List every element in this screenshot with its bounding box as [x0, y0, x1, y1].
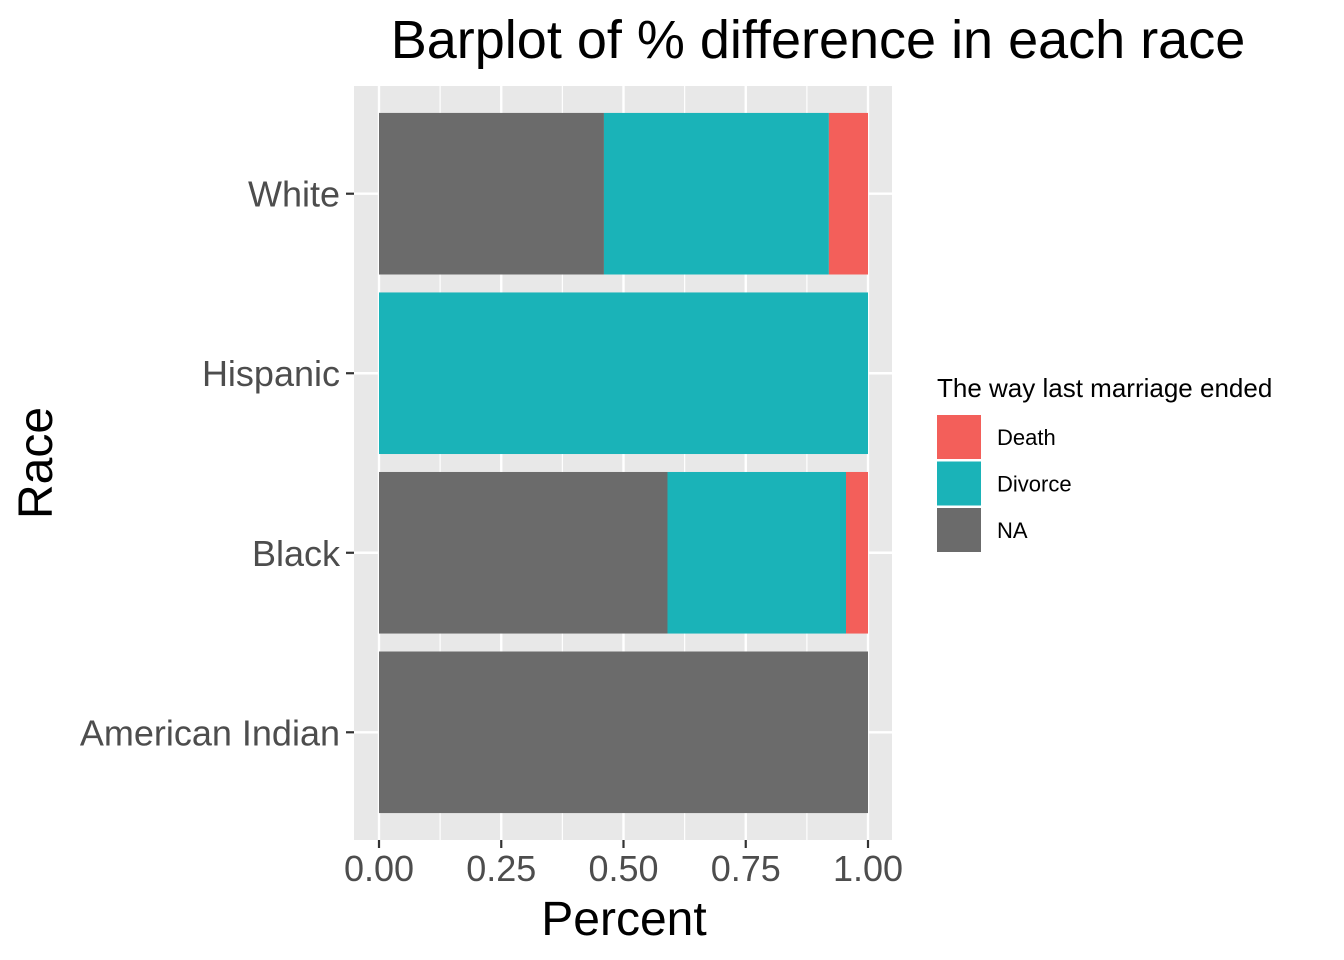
x-axis: 0.00 0.25 0.50 0.75 1.00: [344, 840, 903, 889]
legend-label-divorce: Divorce: [997, 472, 1072, 497]
x-tick-label: 0.25: [466, 848, 536, 889]
legend-swatch-divorce: [937, 461, 981, 506]
bar-white-na: [379, 112, 604, 275]
x-axis-title: Percent: [541, 893, 706, 946]
x-tick-label: 0.50: [588, 848, 658, 889]
y-axis-title: Race: [10, 407, 63, 519]
y-tick-label: Hispanic: [202, 353, 340, 394]
legend-swatch-na: [937, 508, 981, 552]
x-tick-label: 1.00: [833, 848, 903, 889]
legend-swatch-death: [937, 415, 981, 459]
bar-black-divorce: [667, 471, 846, 634]
y-axis: White Hispanic Black American Indian: [80, 174, 354, 753]
y-tick-label: American Indian: [80, 712, 340, 753]
bar-american-indian-na: [379, 651, 868, 814]
bar-white-divorce: [603, 112, 829, 275]
y-tick-label: White: [248, 174, 340, 215]
bars: [379, 112, 868, 814]
bar-black-death: [845, 471, 868, 634]
legend-title: The way last marriage ended: [937, 373, 1272, 403]
y-tick-label: Black: [252, 533, 341, 574]
bar-hispanic-divorce: [379, 292, 868, 455]
bar-white-death: [828, 112, 868, 275]
legend-label-death: Death: [997, 425, 1056, 450]
chart-title: Barplot of % difference in each race: [391, 10, 1246, 70]
x-tick-label: 0.75: [711, 848, 781, 889]
bar-black-na: [379, 471, 668, 634]
legend-label-na: NA: [997, 518, 1028, 543]
x-tick-label: 0.00: [344, 848, 414, 889]
legend: The way last marriage ended Death Divorce…: [937, 373, 1272, 552]
